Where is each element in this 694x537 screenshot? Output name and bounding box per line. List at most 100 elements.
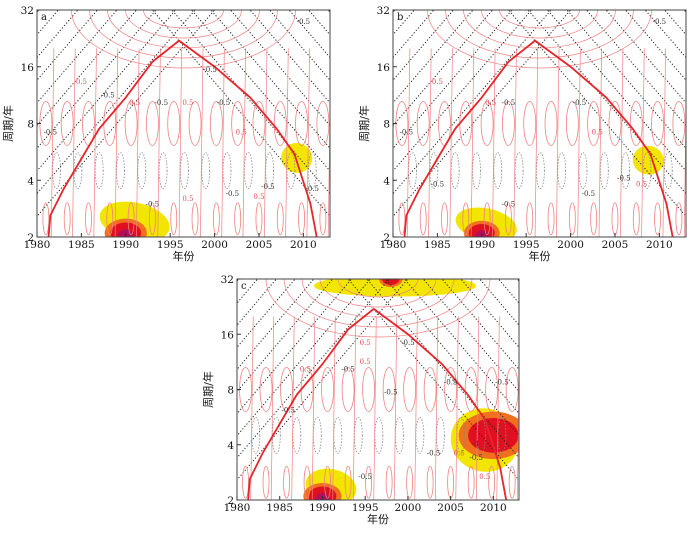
negative-contour — [621, 152, 631, 190]
positive-contour — [341, 367, 355, 412]
negative-contour — [251, 416, 261, 454]
positive-contour — [662, 48, 666, 237]
positive-contour — [488, 465, 496, 499]
positive-contour — [212, 202, 220, 236]
negative-contour — [493, 152, 503, 190]
positive-contour — [306, 48, 310, 237]
positive-contour — [63, 202, 71, 236]
positive-contour — [423, 367, 437, 412]
positive-contour — [71, 10, 296, 69]
positive-contour — [295, 101, 308, 146]
y-tick-label: 8 — [27, 119, 34, 131]
positive-contour — [178, 48, 183, 237]
x-tick-label: 2010 — [646, 239, 673, 251]
contour-label: -0.5 — [573, 99, 587, 107]
positive-contour — [508, 465, 516, 499]
dotted-contour — [644, 10, 686, 59]
positive-contour — [301, 279, 455, 318]
positive-contour — [629, 101, 643, 146]
x-tick-label: 2005 — [602, 239, 629, 251]
panel-b: 0.5 -0.5 0.5 -0.5 -0.5 -0.5 -0.5 -0.5 -0.5 -0.5 0.… — [180, 5, 687, 263]
y-tick-label: 2 — [383, 232, 390, 244]
positive-contour — [316, 101, 330, 146]
contour-label: -1 — [473, 440, 480, 448]
positive-contour — [462, 202, 470, 236]
x-tick-label: 2000 — [395, 502, 422, 514]
positive-contour — [298, 202, 305, 236]
negative-contour — [476, 416, 486, 454]
positive-contour — [619, 48, 624, 237]
y-tick-label: 16 — [21, 62, 35, 74]
power-region-high — [468, 417, 519, 453]
positive-contour — [611, 202, 619, 236]
power-region — [281, 143, 313, 173]
contour-label: -0.5 — [444, 379, 458, 387]
positive-contour — [651, 101, 664, 146]
power-region — [632, 145, 664, 175]
positive-contour — [502, 101, 515, 146]
contour-label: -0.5 — [358, 473, 372, 481]
positive-contour — [125, 10, 242, 39]
positive-contour — [344, 465, 352, 499]
negative-contour — [642, 152, 652, 190]
positive-contour — [319, 279, 437, 308]
positive-contour — [242, 48, 247, 237]
dotted-contour — [37, 10, 118, 104]
positive-contour — [513, 48, 517, 237]
positive-contour — [445, 10, 634, 59]
positive-contour — [523, 101, 537, 146]
positive-contour — [149, 202, 156, 236]
dotted-contour — [347, 279, 519, 481]
negative-contour — [73, 152, 83, 190]
panel-a: 0.5 -0.5 0.5 -0.5 0.5 -0.5 0.5 -0.5 -0.5 0.5 -0.5 -… — [1, 5, 331, 263]
positive-contour — [262, 465, 270, 499]
positive-contour — [239, 367, 252, 412]
y-tick-label: 16 — [221, 329, 235, 341]
dotted-contour — [393, 10, 513, 150]
contour-label: -0.5 — [384, 389, 398, 397]
negative-contour — [307, 152, 317, 190]
contour-label: -0.5 — [495, 379, 509, 387]
positive-contour — [419, 202, 427, 236]
x-tick-label: 2000 — [201, 239, 228, 251]
contour-label: 0.5 — [253, 193, 264, 201]
contour-label: -0.5 — [431, 181, 445, 189]
negative-contour — [292, 416, 302, 454]
contour-label: -0.5 — [502, 201, 516, 209]
negative-contour — [394, 416, 404, 454]
positive-contour — [382, 367, 396, 412]
positive-contour — [467, 465, 475, 499]
dotted-contour — [237, 279, 390, 459]
positive-contour — [263, 48, 268, 237]
negative-contour — [52, 152, 61, 190]
y-tick-label: 32 — [21, 5, 34, 17]
y-axis-label: 周期/年 — [201, 371, 215, 408]
negative-contour — [222, 152, 232, 190]
panel-label: a — [41, 12, 47, 23]
x-tick-label: 1995 — [157, 239, 184, 251]
contour-label: -0.5 — [282, 406, 296, 414]
positive-contour — [426, 465, 434, 499]
y-tick-label: 32 — [221, 274, 234, 286]
y-tick-label: 2 — [27, 232, 34, 244]
contour-label: -0.5 — [261, 183, 275, 191]
negative-contour — [518, 423, 519, 448]
positive-contour — [311, 316, 316, 500]
dotted-contour — [180, 10, 375, 237]
positive-contour — [577, 48, 581, 237]
negative-contour — [415, 416, 425, 454]
positive-contour — [414, 316, 418, 500]
positive-contour — [124, 101, 138, 146]
x-tick-label: 1990 — [112, 239, 139, 251]
y-tick-label: 4 — [227, 440, 234, 452]
x-tick-label: 2010 — [480, 502, 507, 514]
x-axis-label: 年份 — [173, 249, 195, 263]
positive-contour — [654, 202, 661, 236]
positive-contour — [365, 465, 373, 499]
positive-contour — [276, 202, 284, 236]
contour-label: -0.5 — [617, 174, 631, 182]
x-tick-label: 2010 — [290, 239, 317, 251]
positive-contour — [170, 202, 178, 236]
negative-contour — [514, 152, 524, 190]
positive-contour — [393, 316, 398, 500]
